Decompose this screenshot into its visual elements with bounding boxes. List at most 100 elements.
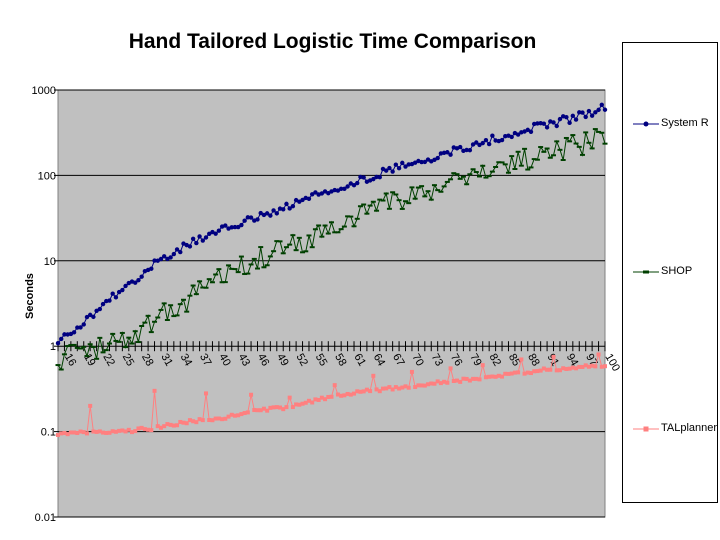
data-point xyxy=(290,203,296,209)
data-point xyxy=(326,190,331,196)
data-point xyxy=(284,201,289,207)
data-point xyxy=(490,133,495,138)
data-point xyxy=(500,374,505,379)
data-point xyxy=(101,430,106,435)
data-point xyxy=(97,306,103,312)
data-point xyxy=(496,373,501,378)
data-point xyxy=(586,108,592,114)
data-point xyxy=(445,380,450,385)
data-point xyxy=(541,366,546,371)
data-point xyxy=(512,370,517,375)
data-point xyxy=(110,429,115,434)
data-point xyxy=(120,287,125,293)
data-point xyxy=(200,238,205,243)
data-point xyxy=(210,418,215,423)
data-point xyxy=(406,162,411,167)
data-point xyxy=(509,371,514,376)
data-point xyxy=(223,223,228,228)
data-point xyxy=(561,366,566,371)
data-point xyxy=(203,235,209,240)
data-point xyxy=(406,385,411,390)
data-point xyxy=(380,386,385,391)
data-point xyxy=(329,394,334,399)
plot-area xyxy=(57,89,606,518)
data-point xyxy=(374,387,379,392)
data-point xyxy=(426,382,431,387)
data-point xyxy=(541,121,547,126)
data-point xyxy=(486,141,492,147)
data-point xyxy=(187,244,193,249)
data-point xyxy=(242,411,247,416)
data-point xyxy=(400,385,405,390)
x-tick-label-21: 79 xyxy=(467,352,484,369)
x-tick-label-14: 58 xyxy=(332,352,349,369)
data-point xyxy=(62,430,67,435)
data-point xyxy=(287,206,292,211)
data-point xyxy=(338,186,344,192)
data-point xyxy=(574,366,579,371)
data-point xyxy=(142,427,147,432)
data-point xyxy=(236,413,241,418)
data-point xyxy=(377,174,382,180)
data-point xyxy=(232,224,238,230)
data-point xyxy=(570,365,575,370)
data-point xyxy=(384,168,389,173)
data-point xyxy=(509,134,514,140)
data-point xyxy=(294,402,299,407)
data-point xyxy=(557,368,562,373)
x-tick-label-13: 55 xyxy=(313,352,330,369)
data-point xyxy=(416,383,421,388)
data-point xyxy=(577,364,582,369)
data-point xyxy=(242,218,247,223)
data-point xyxy=(593,364,598,369)
data-point xyxy=(425,157,431,162)
data-point xyxy=(448,366,453,371)
data-point xyxy=(252,408,257,413)
data-point xyxy=(223,416,228,421)
data-point xyxy=(352,391,357,396)
y-tick-label-0: 1000 xyxy=(32,85,56,97)
data-point xyxy=(374,174,379,180)
data-point xyxy=(81,322,86,327)
data-point xyxy=(181,420,186,425)
data-point xyxy=(313,190,318,195)
data-point xyxy=(284,405,289,410)
data-point xyxy=(281,207,286,212)
data-point xyxy=(393,162,399,167)
data-point xyxy=(306,196,312,202)
data-point xyxy=(123,429,128,434)
data-point xyxy=(589,113,595,118)
data-point xyxy=(458,144,463,150)
data-point xyxy=(197,234,202,239)
data-point xyxy=(191,419,196,424)
data-point xyxy=(596,107,601,113)
data-point xyxy=(467,378,472,383)
data-point xyxy=(309,192,315,197)
data-point xyxy=(577,110,582,115)
data-point xyxy=(361,389,366,394)
x-tick-label-8: 40 xyxy=(216,352,233,369)
data-point xyxy=(300,197,305,203)
y-tick-label-2: 10 xyxy=(44,256,56,268)
data-point xyxy=(123,283,128,289)
data-point xyxy=(599,364,604,369)
data-point xyxy=(87,312,93,318)
data-point xyxy=(403,164,408,169)
data-point xyxy=(75,431,80,436)
data-point xyxy=(538,368,543,373)
data-point xyxy=(174,247,180,252)
data-point xyxy=(245,215,251,220)
data-point xyxy=(91,314,96,320)
data-point xyxy=(332,383,337,388)
data-point xyxy=(528,129,534,134)
data-point xyxy=(371,176,376,182)
data-point xyxy=(419,383,424,388)
data-point xyxy=(68,430,73,435)
data-point xyxy=(464,147,469,153)
data-point xyxy=(519,357,524,362)
data-point xyxy=(239,412,244,417)
data-point xyxy=(248,215,254,220)
data-point xyxy=(268,405,273,410)
data-point xyxy=(235,224,241,230)
data-point xyxy=(319,191,325,196)
